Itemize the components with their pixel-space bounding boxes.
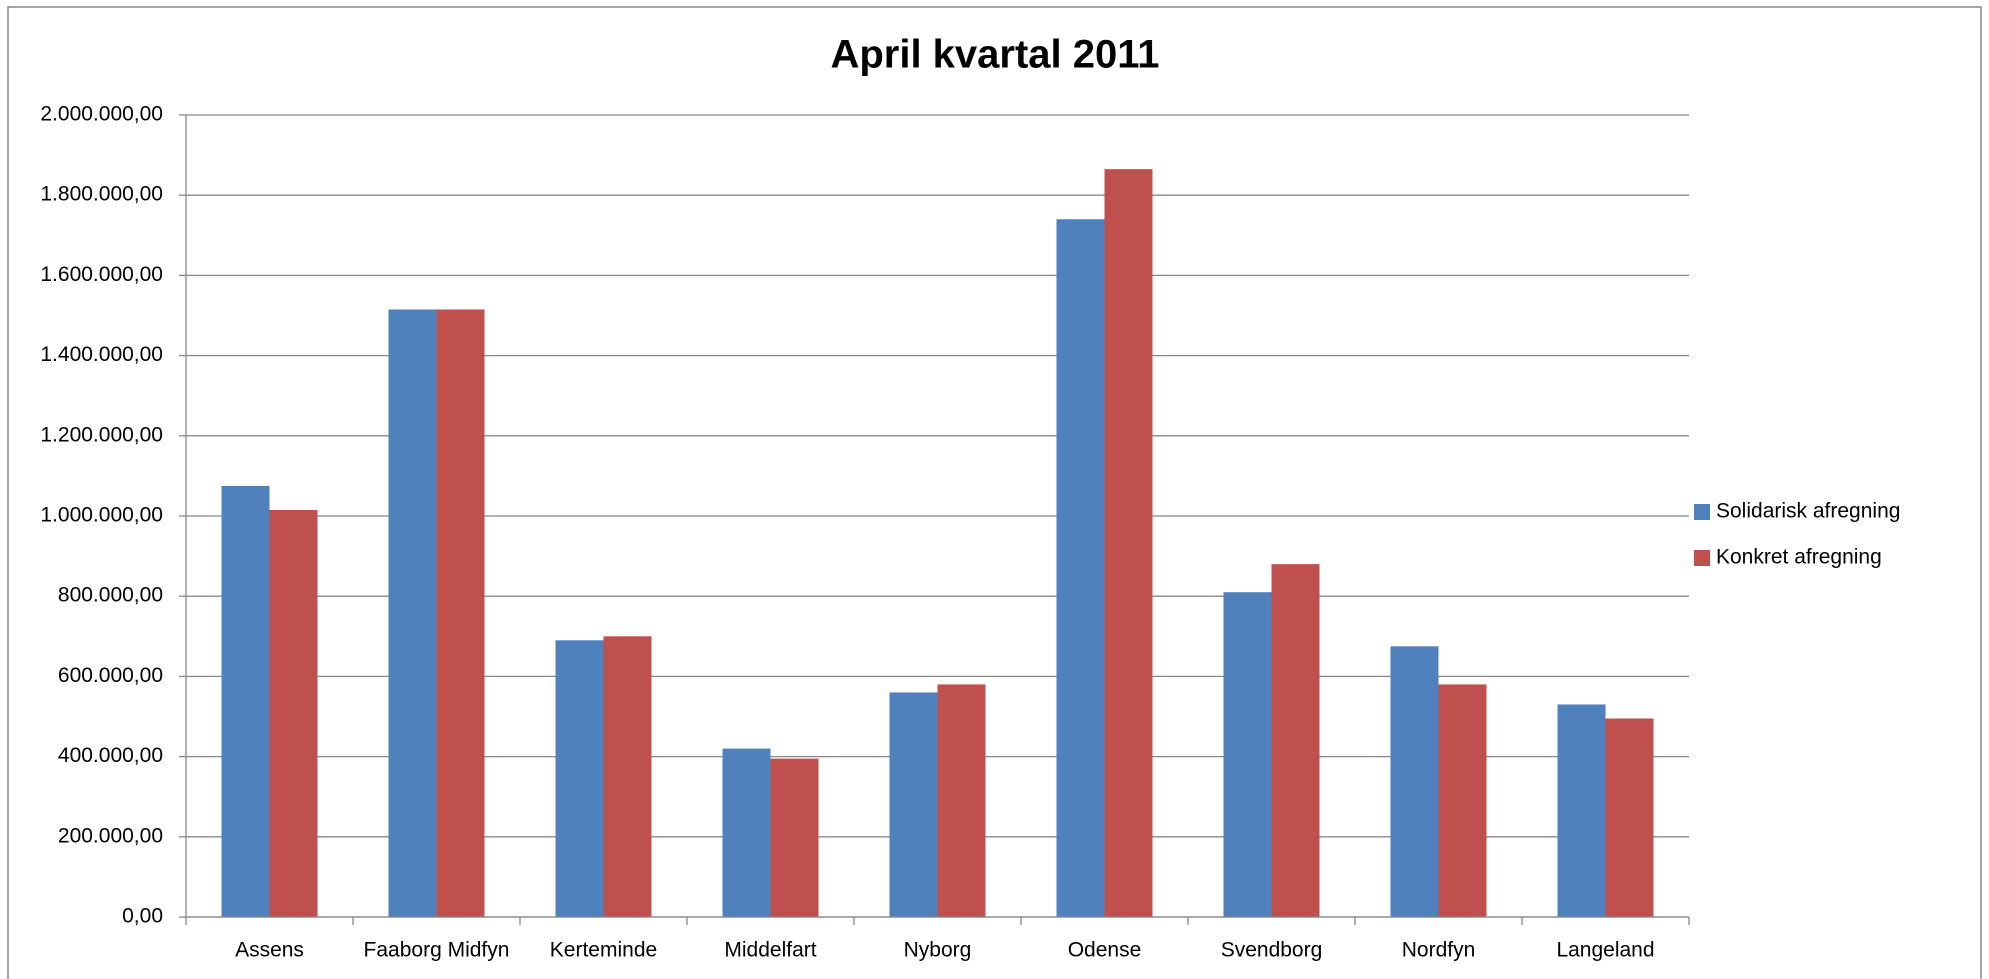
y-tick-label: 0,00 — [122, 905, 163, 928]
x-tick-label: Nordfyn — [1402, 939, 1476, 962]
chart-border — [7, 6, 1982, 979]
bar — [603, 636, 652, 917]
bar — [269, 509, 318, 917]
y-tick-label: 600.000,00 — [58, 664, 163, 687]
bar — [1605, 718, 1654, 917]
y-tick-label: 800.000,00 — [58, 584, 163, 607]
x-tick-label: Langeland — [1556, 939, 1654, 962]
x-tick-label: Odense — [1068, 939, 1142, 962]
bar — [555, 640, 604, 917]
legend-swatch — [1694, 504, 1710, 520]
y-tick-label: 1.400.000,00 — [40, 343, 163, 366]
y-tick-label: 2.000.000,00 — [40, 103, 163, 126]
bar — [1557, 704, 1606, 917]
bar — [1390, 646, 1439, 917]
y-tick-label: 400.000,00 — [58, 744, 163, 767]
bar — [221, 485, 270, 917]
y-tick-label: 1.000.000,00 — [40, 504, 163, 527]
bar — [937, 684, 986, 917]
bar — [1223, 592, 1272, 917]
bar — [770, 758, 819, 917]
x-tick-label: Nyborg — [904, 939, 972, 962]
x-tick-label: Middelfart — [724, 939, 816, 962]
bar — [722, 748, 771, 917]
legend-label: Konkret afregning — [1716, 546, 1882, 569]
bar — [388, 309, 437, 917]
x-tick-label: Svendborg — [1221, 939, 1323, 962]
y-tick-label: 200.000,00 — [58, 824, 163, 847]
bar — [436, 309, 485, 917]
x-tick-label: Faaborg Midfyn — [364, 939, 510, 962]
y-tick-label: 1.200.000,00 — [40, 423, 163, 446]
x-tick-label: Kerteminde — [550, 939, 657, 962]
bar — [1438, 684, 1487, 917]
bar — [1271, 564, 1320, 917]
x-tick-label: Assens — [235, 939, 304, 962]
y-tick-label: 1.600.000,00 — [40, 263, 163, 286]
legend-label: Solidarisk afregning — [1716, 500, 1900, 523]
legend-swatch — [1694, 550, 1710, 566]
y-tick-label: 1.800.000,00 — [40, 183, 163, 206]
bar — [889, 692, 938, 917]
bar — [1056, 219, 1105, 917]
chart-title: April kvartal 2011 — [830, 33, 1159, 77]
bar — [1104, 169, 1153, 917]
